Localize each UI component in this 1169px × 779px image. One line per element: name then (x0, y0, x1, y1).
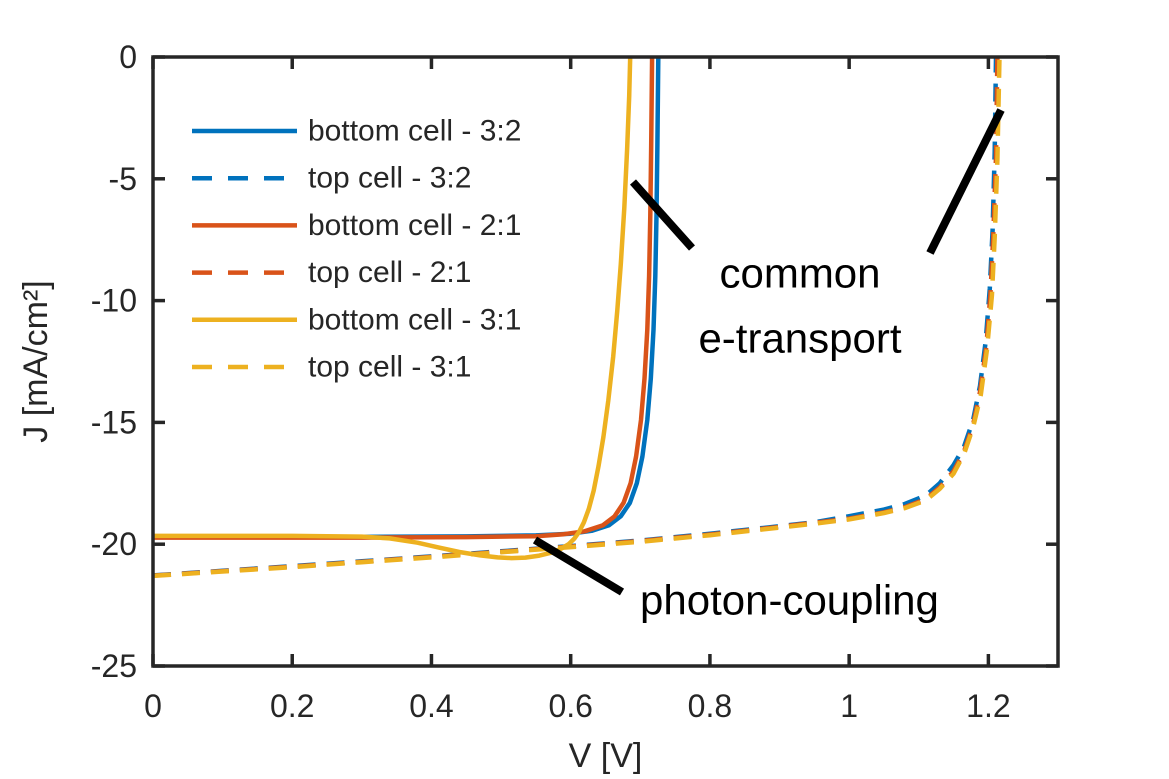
annotation-common-e-transport: common e-transport (630, 108, 1005, 362)
x-tick-label: 0.2 (270, 688, 314, 724)
legend-entry-bottom-cell-2-1: bottom cell - 2:1 (192, 209, 521, 242)
legend-entry-top-cell-2-1: top cell - 2:1 (192, 256, 471, 289)
annotation-leader-line (630, 179, 695, 251)
legend-label: bottom cell - 3:2 (308, 115, 521, 148)
x-tick-label: 0.4 (409, 688, 453, 724)
x-tick-label: 1.2 (966, 688, 1010, 724)
legend-label: top cell - 2:1 (308, 256, 471, 289)
legend: bottom cell - 3:2 top cell - 3:2 bottom ce… (192, 115, 521, 384)
legend-entry-top-cell-3-2: top cell - 3:2 (192, 162, 471, 195)
annotation-leader-line (926, 108, 1005, 255)
plot-background (153, 57, 1058, 666)
legend-label: bottom cell - 2:1 (308, 209, 521, 242)
legend-entry-top-cell-3-1: top cell - 3:1 (192, 351, 471, 384)
annotation-leader-line (532, 536, 625, 596)
annotation-text: photon-coupling (640, 577, 939, 624)
legend-entry-bottom-cell-3-1: bottom cell - 3:1 (192, 303, 521, 336)
y-tick-label: -25 (91, 648, 137, 684)
y-tick-label: -15 (91, 404, 137, 440)
x-axis-label: V [V] (569, 737, 643, 775)
x-tick-label: 0.6 (548, 688, 592, 724)
x-tick-label: 0 (144, 688, 162, 724)
legend-entry-bottom-cell-3-2: bottom cell - 3:2 (192, 115, 521, 148)
annotation-text: e-transport (698, 315, 901, 362)
y-tick-label: -5 (109, 161, 137, 197)
top-cell-3-1-curve (153, 56, 1002, 579)
curves-group (153, 56, 1002, 579)
axis-box (151, 55, 1060, 668)
legend-label: bottom cell - 3:1 (308, 303, 521, 336)
annotation-text: common (719, 250, 880, 297)
legend-label: top cell - 3:2 (308, 162, 471, 195)
x-tick-label: 1 (840, 688, 858, 724)
bottom-cell-3-1-curve (153, 56, 633, 561)
y-tick-label: -10 (91, 283, 137, 319)
y-tick-label: -20 (91, 526, 137, 562)
y-axis-label: J [mA/cm²] (17, 280, 55, 442)
legend-label: top cell - 3:1 (308, 351, 471, 384)
y-tick-label: 0 (119, 39, 137, 75)
bottom-cell-2-1-curve (153, 56, 655, 540)
annotation-photon-coupling: photon-coupling (532, 536, 939, 624)
top-cell-3-2-curve (153, 56, 999, 578)
x-tick-label: 0.8 (688, 688, 732, 724)
